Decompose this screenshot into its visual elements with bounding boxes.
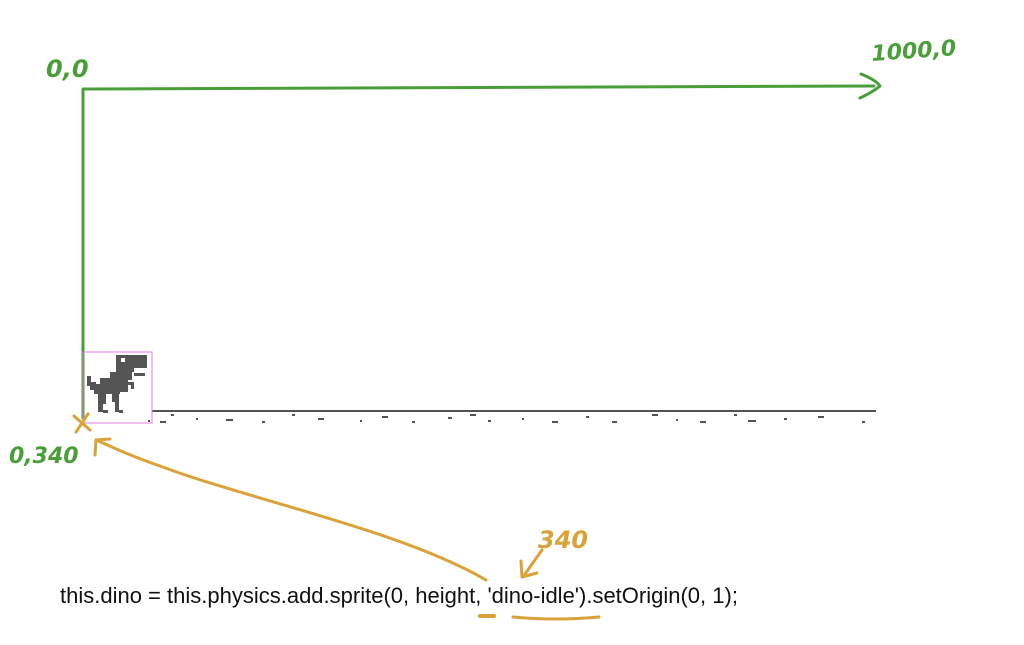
- pointer-arrow: [94, 438, 488, 582]
- code-separator: ,: [403, 583, 416, 608]
- dino-eye: [121, 358, 125, 362]
- height-arrow: [523, 548, 544, 576]
- ground: [152, 410, 876, 423]
- code-prefix: this.dino = this.physics.add.sprite(: [60, 583, 391, 608]
- bottom-left-label: 0,340: [9, 444, 79, 469]
- origin-cross-marker: [72, 412, 92, 434]
- origin-label: 0,0: [46, 55, 89, 83]
- axis-arrow-head: [858, 72, 882, 100]
- height-arg-underline: [511, 615, 601, 621]
- code-height-arg: height: [415, 583, 476, 608]
- horizontal-axis-line: [81, 84, 876, 91]
- sprite-anchor-dot: [148, 420, 150, 422]
- pointer-arrowhead: [93, 437, 112, 457]
- dino-sprite: [82, 351, 153, 424]
- code-suffix: , 'dino-idle').setOrigin(0, 1);: [475, 583, 738, 608]
- height-value-label: 340: [538, 526, 588, 554]
- code-x-arg: 0: [390, 583, 404, 608]
- top-right-label: 1000,0: [871, 36, 957, 67]
- coordinate-axes: [81, 72, 882, 420]
- sprite-bounding-box: [82, 351, 153, 424]
- code-snippet: this.dino = this.physics.add.sprite(0, h…: [60, 582, 738, 610]
- ground-speckles: [160, 414, 865, 423]
- height-annotation: [72, 412, 601, 621]
- dino-icon: [87, 355, 147, 413]
- height-arrowhead: [519, 559, 539, 579]
